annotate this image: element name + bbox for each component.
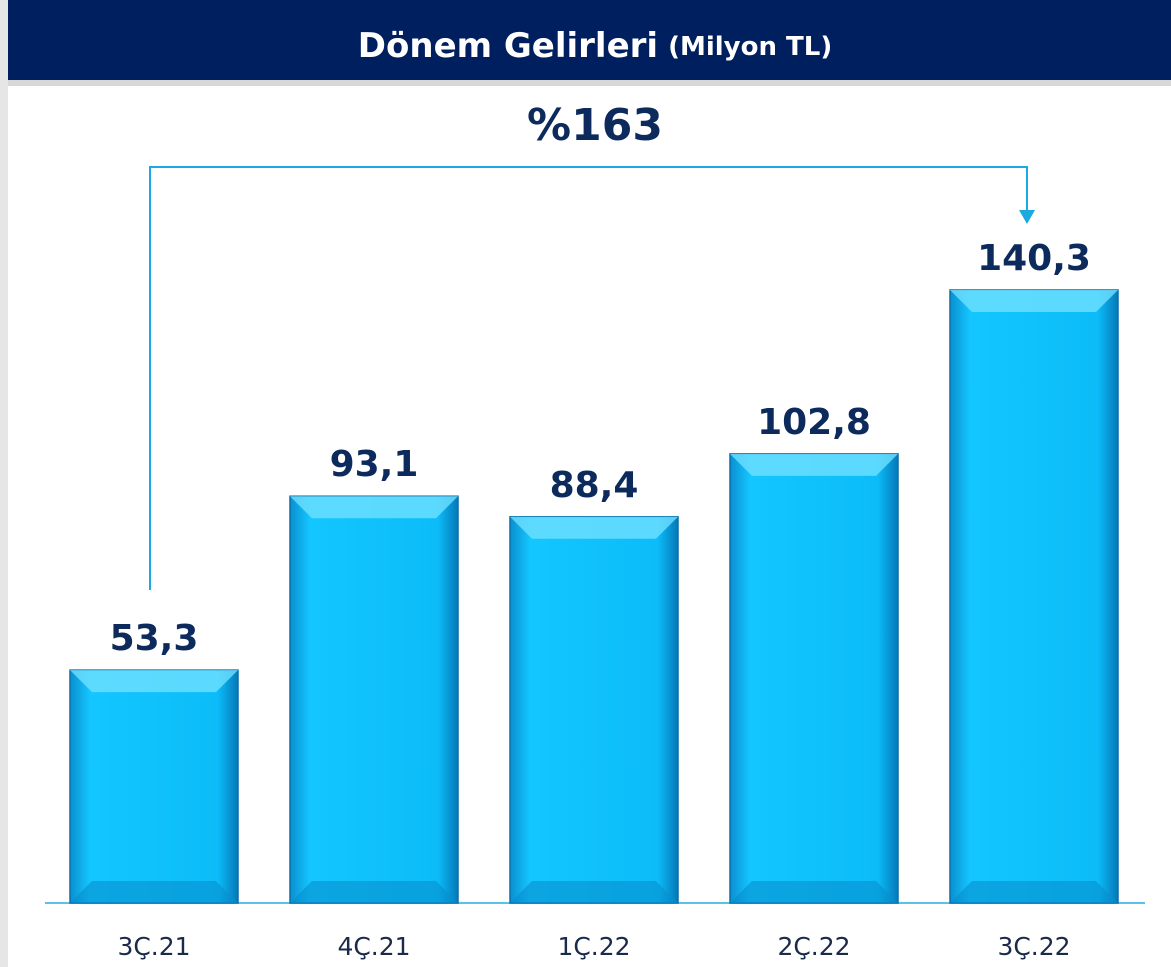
- growth-arrow: [149, 166, 1028, 590]
- value-label: 53,3: [110, 618, 199, 659]
- bar-bevel-bottom: [730, 881, 898, 903]
- header-shadow: [8, 80, 1171, 86]
- value-label: 102,8: [757, 402, 871, 443]
- value-label: 93,1: [330, 444, 419, 485]
- bar: [949, 289, 1119, 904]
- header-band: [8, 0, 1171, 80]
- chart-subtitle: (Milyon TL): [668, 32, 832, 62]
- bar: [729, 453, 899, 904]
- growth-annotation: %163: [527, 100, 663, 151]
- bar-bevel-bottom: [290, 881, 458, 903]
- bar-bevel-bottom: [510, 881, 678, 903]
- bar: [509, 516, 679, 904]
- bar: [289, 495, 459, 904]
- bar: [69, 669, 239, 904]
- arrow-head: [1019, 210, 1035, 224]
- bar-bevel-top: [950, 290, 1118, 312]
- left-edge: [0, 0, 8, 967]
- value-label: 140,3: [977, 238, 1091, 279]
- bar-bevel-bottom: [70, 881, 238, 903]
- value-label: 88,4: [550, 465, 639, 506]
- bar-bevel-top: [70, 670, 238, 693]
- x-tick-label: 1Ç.22: [557, 932, 630, 961]
- x-tick-label: 2Ç.22: [777, 932, 850, 961]
- bar-bevel-top: [510, 516, 678, 539]
- bar-bevel-bottom: [950, 881, 1118, 903]
- bar-bevel-top: [730, 453, 898, 476]
- x-tick-label: 3Ç.21: [117, 932, 190, 961]
- chart-title: Dönem Gelirleri: [358, 26, 658, 66]
- x-tick-label: 3Ç.22: [997, 932, 1070, 961]
- bar-bevel-top: [290, 496, 458, 519]
- x-tick-label: 4Ç.21: [337, 932, 410, 961]
- chart-title-group: Dönem Gelirleri (Milyon TL): [358, 26, 832, 66]
